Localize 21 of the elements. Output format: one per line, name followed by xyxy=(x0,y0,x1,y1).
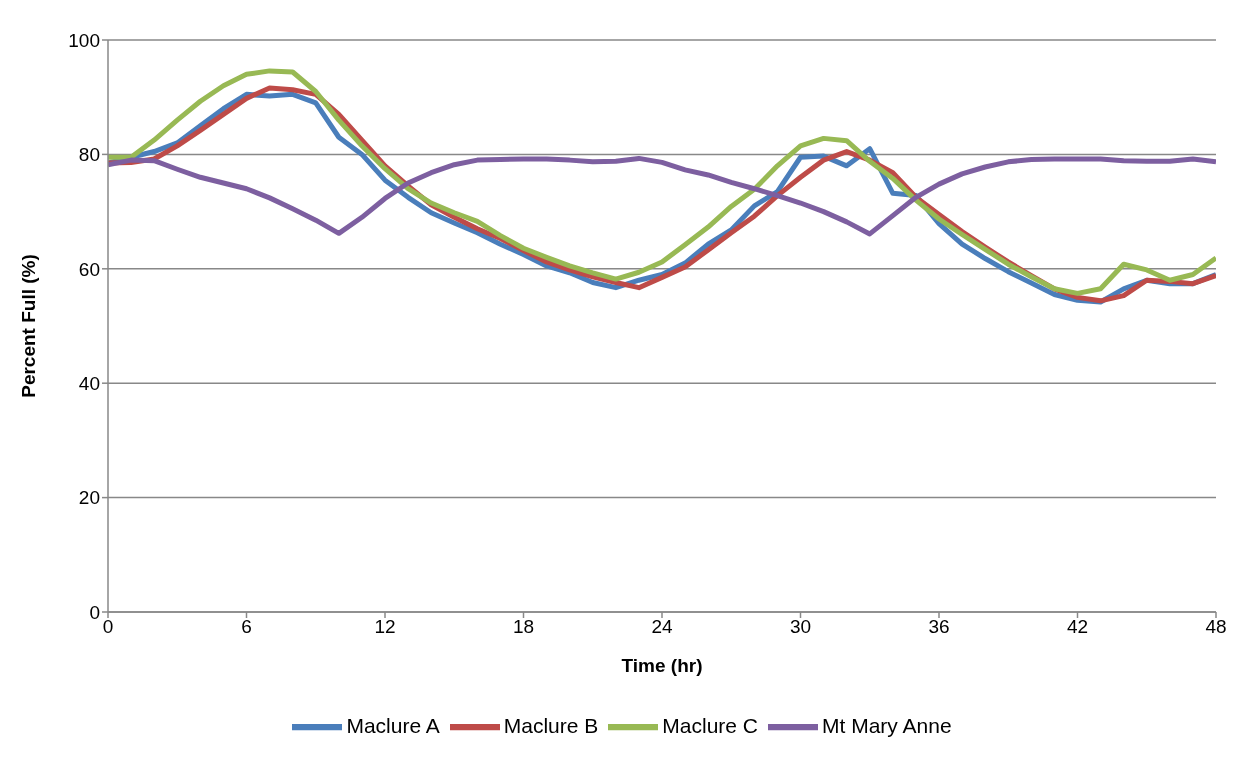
y-tick-label: 40 xyxy=(78,372,100,394)
x-tick-label: 42 xyxy=(1066,616,1089,638)
y-tick-label: 100 xyxy=(68,29,100,51)
y-tick-label: 80 xyxy=(78,144,100,166)
x-tick-label: 18 xyxy=(512,616,535,638)
x-tick-label: 6 xyxy=(241,616,252,638)
y-tick-label: 20 xyxy=(78,487,100,509)
x-tick-label: 12 xyxy=(374,616,396,638)
x-axis-title: Time (hr) xyxy=(621,655,703,676)
x-tick-label: 30 xyxy=(789,616,812,638)
legend-label: Maclure C xyxy=(662,713,759,737)
legend-label: Maclure B xyxy=(503,713,599,737)
x-tick-label: 36 xyxy=(928,616,950,638)
legend-label: Maclure A xyxy=(346,713,440,737)
y-tick-label: 0 xyxy=(89,601,100,623)
x-tick-label: 24 xyxy=(651,616,673,638)
x-tick-label: 0 xyxy=(102,616,114,638)
y-tick-label: 60 xyxy=(78,258,100,280)
legend-label: Mt Mary Anne xyxy=(822,713,952,737)
y-axis-title: Percent Full (%) xyxy=(17,254,39,398)
x-tick-label: 48 xyxy=(1205,616,1227,638)
